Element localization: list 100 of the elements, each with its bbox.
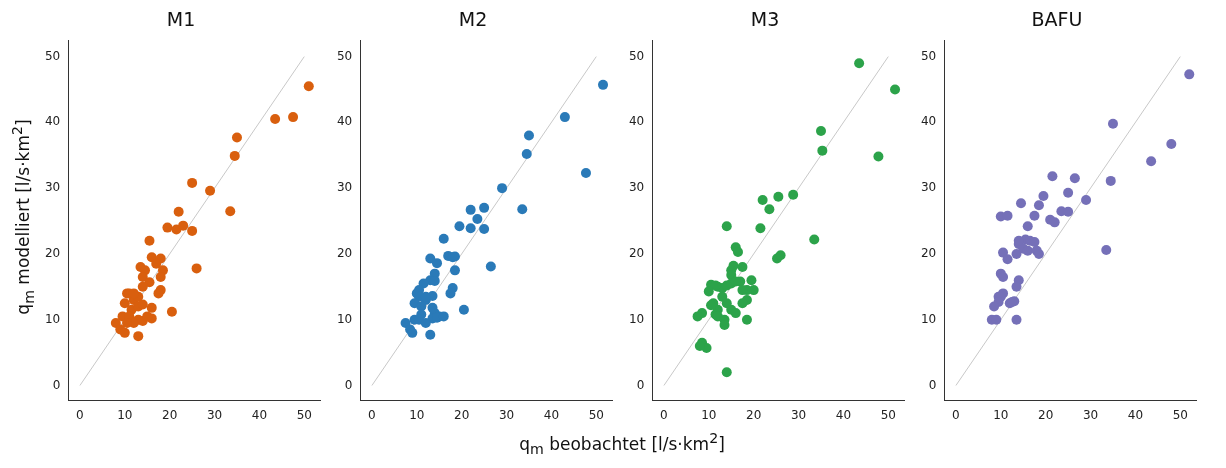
x-tick-label: 40 — [251, 407, 268, 422]
point — [465, 204, 476, 215]
point — [187, 225, 198, 236]
point — [445, 288, 456, 299]
y-tick-label: 20 — [920, 246, 937, 261]
point — [755, 223, 766, 234]
point — [1184, 69, 1195, 80]
y-tick-label: 30 — [920, 180, 937, 195]
x-tick-label: 0 — [660, 407, 668, 422]
point — [1049, 217, 1060, 228]
y-tick-label: 0 — [344, 377, 353, 392]
point — [1022, 221, 1033, 232]
point — [162, 222, 173, 233]
point — [809, 234, 820, 245]
point — [231, 132, 242, 143]
x-tick-label: 40 — [543, 407, 560, 422]
point — [420, 317, 431, 328]
point — [303, 81, 314, 92]
y-tick-label: 30 — [628, 180, 645, 195]
x-tick-label: 20 — [1038, 407, 1054, 422]
chart-title: M2 — [458, 8, 488, 31]
point — [1105, 175, 1116, 186]
y-tick-label: 20 — [44, 246, 61, 261]
y-tick-label: 30 — [44, 180, 61, 195]
x-tick-label: 20 — [746, 407, 762, 422]
x-tick-label: 20 — [162, 407, 178, 422]
point — [1146, 156, 1157, 167]
point — [146, 302, 157, 313]
point — [523, 130, 534, 141]
point — [757, 194, 768, 205]
point — [137, 271, 148, 282]
point — [1166, 139, 1177, 150]
point — [730, 308, 741, 319]
point — [1047, 171, 1058, 182]
point — [454, 221, 465, 232]
x-tick-label: 50 — [296, 407, 312, 422]
point — [746, 275, 757, 286]
point — [1063, 206, 1074, 217]
point — [817, 145, 828, 156]
point — [1063, 187, 1074, 198]
chart-title: BAFU — [1031, 8, 1083, 31]
y-tick-label: 10 — [628, 311, 645, 326]
point — [732, 246, 743, 257]
point — [721, 367, 732, 378]
point — [270, 114, 281, 125]
y-tick-label: 50 — [44, 48, 61, 63]
y-tick-label: 10 — [44, 311, 61, 326]
y-tick-label: 20 — [336, 246, 353, 261]
point — [173, 206, 184, 217]
point — [1069, 173, 1080, 184]
x-tick-label: 50 — [1172, 407, 1188, 422]
point — [517, 204, 528, 215]
y-tick-label: 40 — [44, 114, 61, 129]
point — [1016, 198, 1026, 209]
y-tick-label: 40 — [920, 114, 937, 129]
point — [1029, 210, 1040, 221]
point — [110, 317, 121, 328]
point — [191, 263, 202, 274]
point — [137, 281, 148, 292]
x-tick-label: 30 — [206, 407, 223, 422]
y-tick-label: 50 — [336, 48, 353, 63]
point — [890, 84, 901, 95]
point — [1011, 314, 1022, 325]
y-tick-label: 10 — [336, 311, 353, 326]
y-tick-label: 50 — [628, 48, 645, 63]
point — [521, 148, 532, 159]
point — [472, 214, 483, 225]
point — [119, 298, 130, 309]
x-tick-label: 50 — [588, 407, 604, 422]
point — [178, 220, 189, 231]
point — [449, 265, 460, 276]
x-tick-label: 40 — [1127, 407, 1144, 422]
point — [737, 262, 748, 273]
chart-title: M1 — [166, 8, 196, 31]
point — [1101, 244, 1112, 255]
point — [425, 253, 436, 264]
point — [721, 221, 732, 232]
point — [438, 233, 449, 244]
point — [703, 286, 714, 297]
point — [1022, 245, 1033, 256]
point — [873, 151, 884, 162]
y-tick-label: 40 — [336, 114, 353, 129]
point — [1038, 191, 1049, 202]
point — [497, 183, 508, 194]
x-tick-label: 30 — [498, 407, 515, 422]
point — [205, 185, 216, 196]
y-tick-label: 10 — [920, 311, 937, 326]
point — [815, 125, 826, 136]
point — [119, 327, 130, 338]
x-tick-label: 30 — [1082, 407, 1099, 422]
point — [598, 79, 609, 90]
x-tick-label: 0 — [76, 407, 84, 422]
point — [144, 277, 155, 288]
point — [773, 191, 784, 202]
point — [425, 329, 436, 340]
y-tick-label: 40 — [628, 114, 645, 129]
point — [465, 223, 476, 234]
point — [133, 331, 144, 342]
point — [155, 271, 166, 282]
point — [187, 177, 198, 188]
